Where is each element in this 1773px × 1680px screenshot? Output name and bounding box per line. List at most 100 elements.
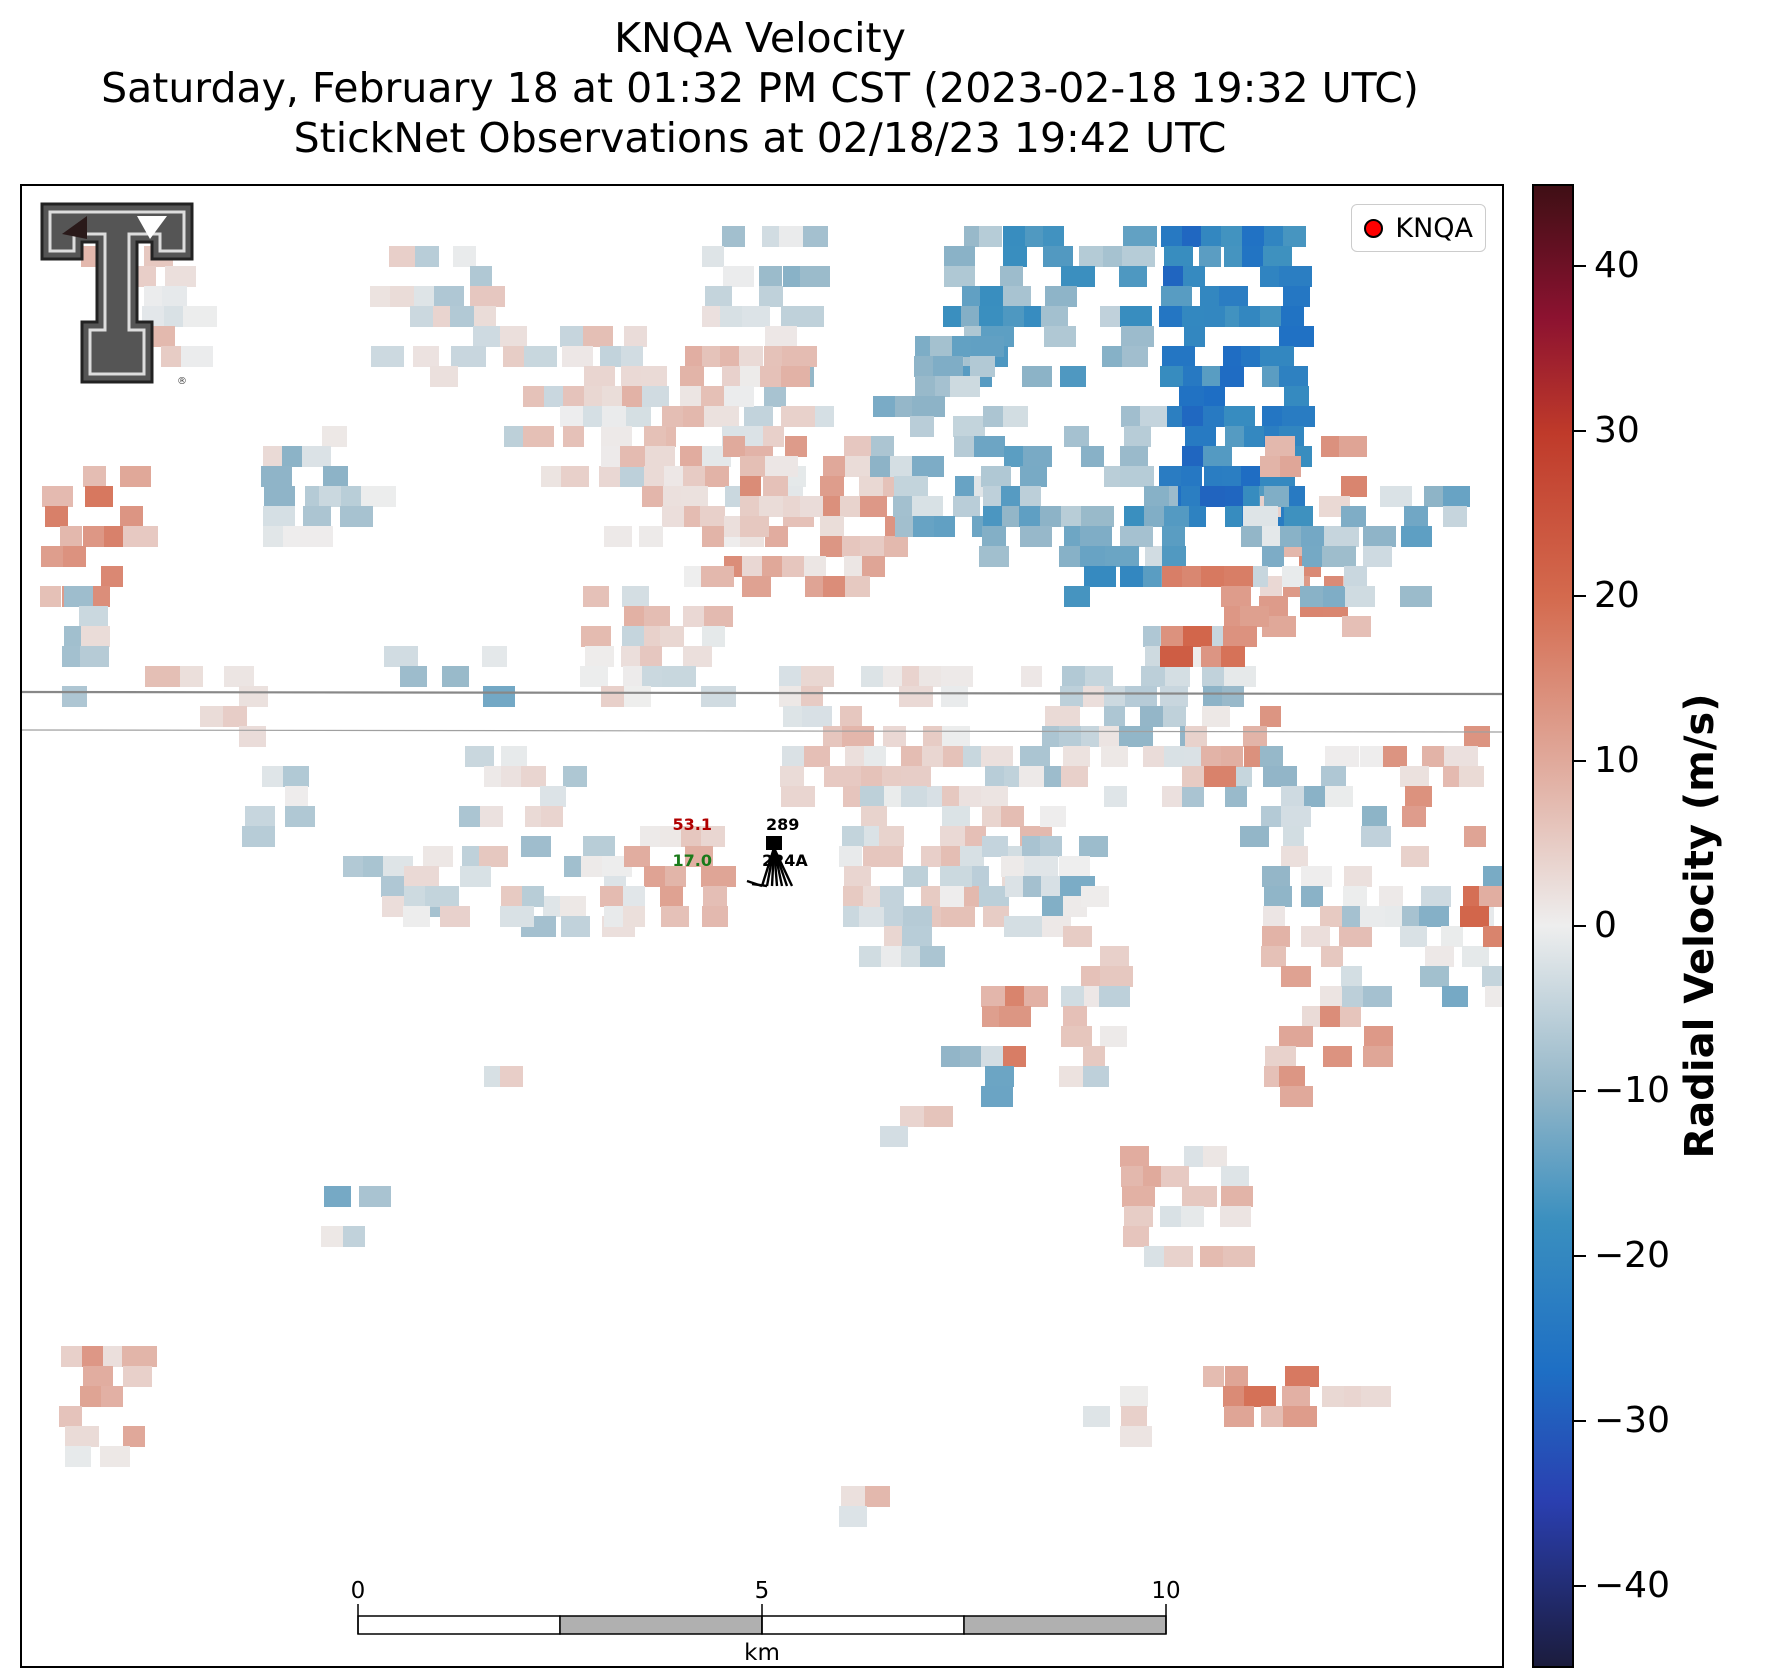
velocity-gate (64, 586, 93, 607)
velocity-gate (180, 666, 203, 687)
velocity-gate (1279, 1066, 1305, 1087)
velocity-gate (1224, 1406, 1254, 1427)
velocity-gate (1262, 866, 1290, 887)
velocity-gate (720, 306, 742, 327)
velocity-gate (1040, 806, 1066, 827)
velocity-gate (1241, 526, 1266, 547)
velocity-gate (941, 906, 975, 927)
velocity-gate (1261, 946, 1286, 967)
velocity-gate (842, 726, 874, 747)
velocity-gate (1225, 1366, 1248, 1387)
scale-label-0: 0 (351, 1578, 366, 1604)
velocity-gate (85, 486, 113, 507)
velocity-gate (285, 786, 308, 807)
velocity-gate (1064, 586, 1090, 607)
velocity-gate (1420, 966, 1449, 987)
velocity-gate (1043, 226, 1064, 247)
velocity-gate (1221, 746, 1243, 767)
radar-map[interactable]: ® 53.1 289 17.0 224A (20, 184, 1504, 1668)
velocity-gate (912, 496, 943, 517)
velocity-gate (981, 1046, 1003, 1067)
velocity-gate (1144, 486, 1169, 507)
velocity-gate (1263, 246, 1292, 267)
velocity-gate (1220, 366, 1244, 387)
velocity-gate (440, 906, 470, 927)
velocity-gate (285, 806, 315, 827)
velocity-gate (859, 946, 883, 967)
velocity-gate (1301, 886, 1323, 907)
velocity-gate (702, 906, 728, 927)
velocity-gate (701, 866, 736, 887)
velocity-gate (759, 286, 783, 307)
velocity-gate (1281, 806, 1311, 827)
velocity-gate (1100, 966, 1133, 987)
velocity-gate (561, 916, 590, 937)
velocity-gate (1361, 1386, 1391, 1407)
velocity-gate (602, 386, 623, 407)
velocity-gate (1124, 506, 1147, 527)
colorbar-tick (1574, 1584, 1586, 1587)
velocity-gate (1279, 326, 1314, 347)
velocity-gate (483, 686, 515, 707)
velocity-gate (1183, 626, 1212, 647)
velocity-gate (890, 456, 919, 477)
velocity-gate (82, 1346, 104, 1367)
velocity-gate (624, 406, 651, 427)
velocity-gate (1322, 1386, 1346, 1407)
velocity-gate (1124, 426, 1151, 447)
velocity-gate (915, 376, 941, 397)
velocity-gate (704, 606, 733, 627)
velocity-gate (894, 476, 928, 497)
velocity-gate (702, 246, 724, 267)
velocity-gate (322, 426, 347, 447)
velocity-gate (101, 566, 123, 587)
velocity-gate (425, 886, 459, 907)
velocity-gate (903, 866, 928, 887)
sticknet-station[interactable]: 53.1 289 17.0 224A (673, 815, 809, 888)
velocity-gate (940, 866, 972, 887)
velocity-gate (1044, 326, 1076, 347)
velocity-gate (965, 826, 986, 847)
velocity-gate (1020, 466, 1047, 487)
county-boundary-line (22, 690, 1502, 696)
velocity-gate (63, 546, 86, 567)
velocity-gate (1161, 286, 1192, 307)
velocity-gate (1043, 246, 1073, 267)
velocity-gate (1041, 306, 1068, 327)
velocity-gate (1459, 766, 1484, 787)
velocity-gate (621, 346, 643, 367)
velocity-gate (500, 326, 527, 347)
colorbar-tick-label: −20 (1594, 1234, 1670, 1276)
velocity-gate (763, 476, 788, 497)
velocity-gate (1264, 486, 1289, 507)
velocity-gate (1239, 306, 1264, 327)
velocity-gate (1222, 686, 1244, 707)
velocity-gate (1220, 1206, 1251, 1227)
velocity-gate (501, 746, 527, 767)
velocity-gate (264, 486, 295, 507)
velocity-gate (1363, 986, 1392, 1007)
velocity-gate (859, 476, 883, 497)
velocity-gate (623, 906, 645, 927)
velocity-gate (742, 306, 770, 327)
velocity-gate (779, 686, 805, 707)
velocity-gate (722, 226, 745, 247)
velocity-gate (1061, 266, 1095, 287)
velocity-gate (1339, 436, 1367, 457)
velocity-gate (1223, 1386, 1244, 1407)
velocity-gate (1120, 446, 1148, 467)
velocity-gate (1182, 306, 1211, 327)
velocity-gate (523, 426, 554, 447)
velocity-gate (979, 226, 1002, 247)
velocity-gate (164, 306, 186, 327)
velocity-gate (1182, 406, 1205, 427)
velocity-gate (910, 416, 934, 437)
velocity-gate (1080, 526, 1112, 547)
velocity-gate (83, 1366, 113, 1387)
velocity-gate (1405, 786, 1432, 807)
velocity-gate (239, 686, 268, 707)
velocity-gate (1341, 476, 1367, 497)
colorbar-tick-label: −10 (1594, 1069, 1670, 1111)
velocity-gate (941, 686, 968, 707)
velocity-gate (1101, 746, 1128, 767)
